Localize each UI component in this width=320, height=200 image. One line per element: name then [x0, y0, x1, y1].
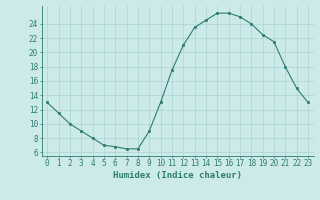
X-axis label: Humidex (Indice chaleur): Humidex (Indice chaleur): [113, 171, 242, 180]
